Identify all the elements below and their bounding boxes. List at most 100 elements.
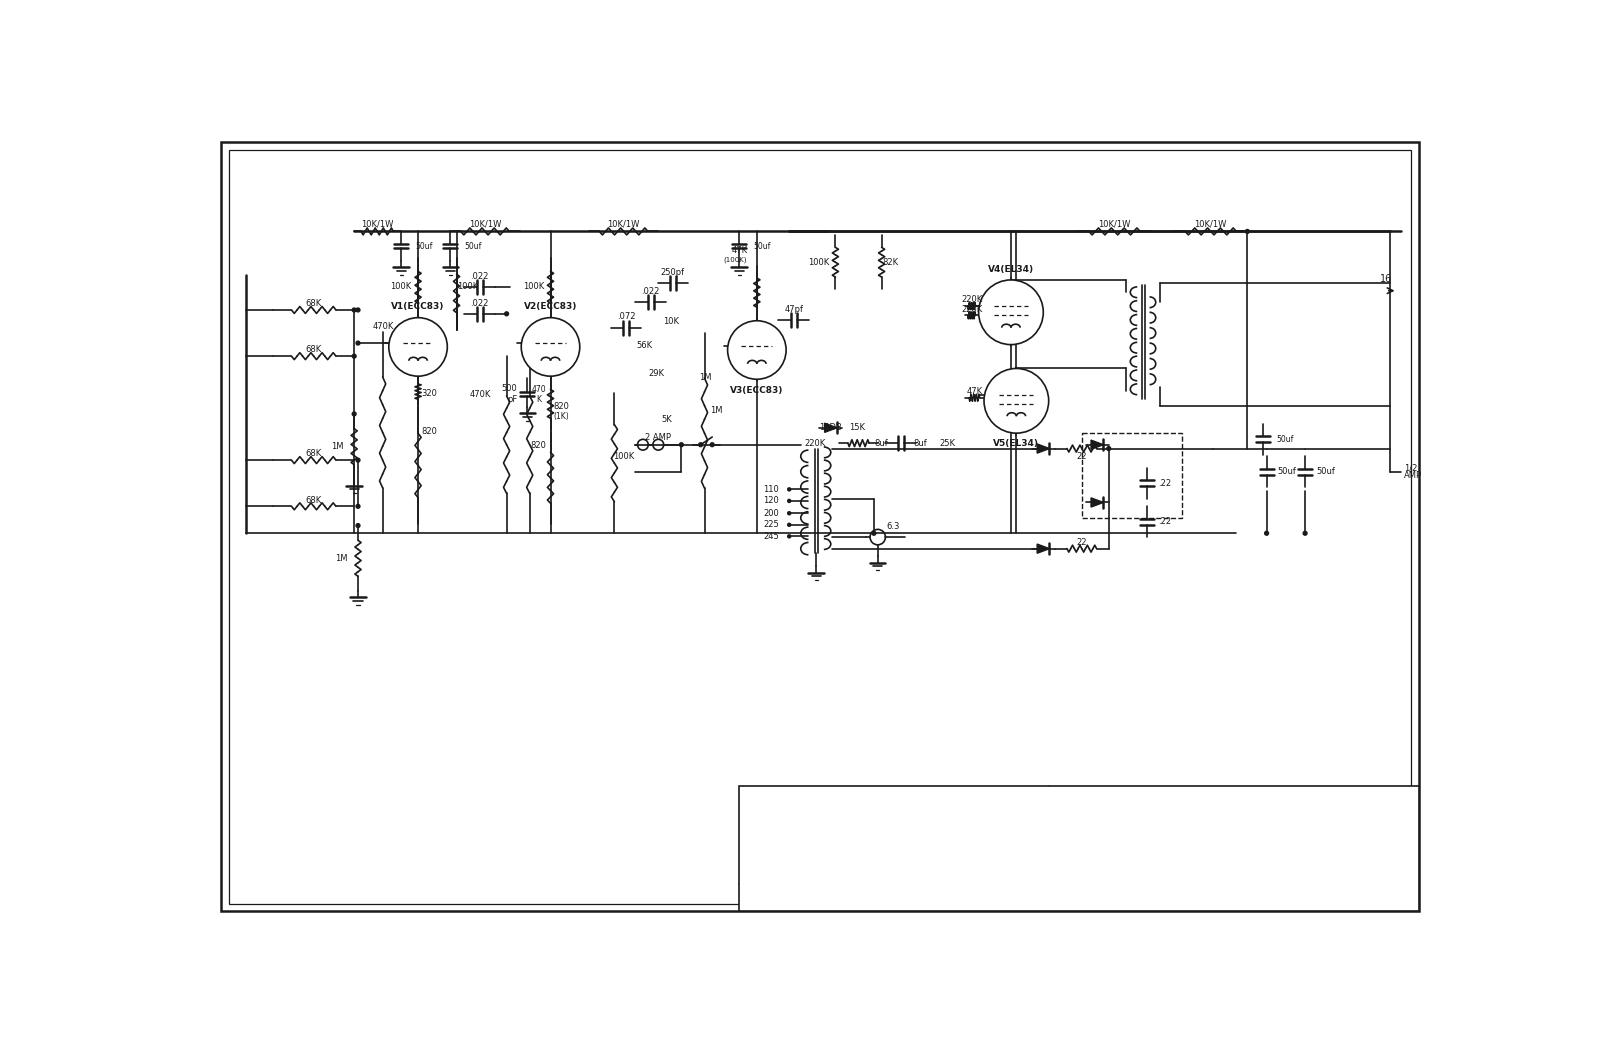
Text: 220K: 220K [962, 305, 982, 314]
Text: 47pf: 47pf [784, 305, 803, 314]
Text: 10K/1W: 10K/1W [608, 220, 640, 229]
Circle shape [1245, 229, 1250, 234]
Circle shape [504, 312, 509, 316]
Circle shape [787, 512, 790, 515]
Circle shape [979, 280, 1043, 344]
Bar [1082, 433, 1182, 518]
Text: UNICORD INCORPORATED: UNICORD INCORPORATED [1165, 843, 1304, 852]
Circle shape [357, 524, 360, 528]
Text: 10K/1W: 10K/1W [469, 220, 501, 229]
Text: 470
K: 470 K [531, 385, 546, 405]
Text: 2 AMP: 2 AMP [645, 433, 672, 441]
Circle shape [1264, 531, 1269, 535]
Circle shape [710, 443, 714, 446]
Text: 70-23-11: 70-23-11 [1178, 876, 1290, 896]
Polygon shape [1037, 444, 1050, 453]
Text: 22: 22 [1077, 452, 1086, 461]
Text: V1(ECC83): V1(ECC83) [392, 302, 445, 312]
Text: .022: .022 [470, 271, 490, 281]
Text: JULY 70: JULY 70 [947, 893, 989, 903]
Circle shape [984, 368, 1048, 433]
Circle shape [389, 318, 448, 377]
Text: 56K: 56K [637, 341, 653, 349]
Polygon shape [1037, 544, 1050, 553]
Text: V4(EL34): V4(EL34) [987, 265, 1034, 273]
Text: 47K: 47K [731, 246, 747, 256]
Text: GW: GW [1198, 796, 1269, 830]
Text: .072: .072 [616, 313, 635, 321]
Text: 5K: 5K [661, 415, 672, 423]
Text: 1/2: 1/2 [1403, 463, 1418, 472]
Text: 1M: 1M [710, 406, 722, 414]
Text: 120: 120 [763, 496, 779, 506]
Text: .22: .22 [1158, 479, 1171, 488]
Text: 200: 200 [763, 509, 779, 517]
Text: 250pf: 250pf [661, 268, 685, 276]
Text: 10K/1W: 10K/1W [362, 220, 394, 229]
Circle shape [357, 458, 360, 462]
Text: (1K): (1K) [554, 412, 570, 420]
Text: 16: 16 [1379, 274, 1392, 284]
Text: V5(EL34): V5(EL34) [994, 439, 1040, 448]
Text: 68K: 68K [306, 345, 322, 355]
Text: 10K/1W: 10K/1W [1098, 220, 1131, 229]
Polygon shape [1091, 498, 1104, 507]
Text: 10DB: 10DB [819, 423, 842, 432]
Text: 1M: 1M [334, 554, 347, 563]
Text: 100K: 100K [523, 283, 544, 291]
Text: 50uf: 50uf [464, 242, 482, 250]
Text: 15K: 15K [850, 423, 866, 432]
Circle shape [680, 443, 683, 446]
Text: 68K: 68K [306, 495, 322, 505]
Text: 75 FROST STREET WESTBURY N Y 11590: 75 FROST STREET WESTBURY N Y 11590 [1163, 862, 1304, 868]
Text: V2(ECC83): V2(ECC83) [523, 302, 578, 312]
Text: 470K: 470K [373, 321, 394, 331]
Text: 68K: 68K [306, 299, 322, 309]
Text: 100K: 100K [390, 283, 411, 291]
Text: .022: .022 [470, 298, 490, 308]
Text: 1M: 1M [331, 442, 344, 452]
Circle shape [728, 321, 786, 380]
Text: 225: 225 [763, 520, 779, 529]
Text: 50uf: 50uf [1277, 467, 1296, 477]
Text: 25K: 25K [939, 439, 955, 447]
Circle shape [787, 488, 790, 491]
Polygon shape [1091, 440, 1104, 450]
Text: 22: 22 [1077, 538, 1086, 547]
Text: 50uf: 50uf [1315, 467, 1334, 477]
Text: 110: 110 [763, 485, 779, 494]
Text: 100K: 100K [613, 452, 634, 461]
Circle shape [1107, 446, 1110, 451]
Polygon shape [824, 423, 837, 433]
Circle shape [357, 341, 360, 345]
Circle shape [357, 505, 360, 508]
Text: 50uf: 50uf [754, 242, 770, 250]
Text: 8uf: 8uf [875, 439, 888, 447]
Circle shape [352, 355, 357, 358]
Circle shape [699, 443, 702, 446]
Circle shape [1302, 531, 1307, 535]
Text: .022: .022 [642, 287, 659, 296]
Text: 100K: 100K [808, 258, 829, 267]
Text: 47K: 47K [966, 387, 982, 396]
Text: (100K): (100K) [723, 257, 747, 263]
Text: .22: .22 [1158, 517, 1171, 527]
Circle shape [522, 318, 579, 377]
Text: 10K/1W: 10K/1W [1195, 220, 1227, 229]
Text: 220K: 220K [803, 439, 826, 447]
Circle shape [787, 500, 790, 503]
Text: 100K: 100K [458, 283, 478, 291]
Circle shape [787, 535, 790, 538]
Circle shape [357, 308, 360, 312]
Text: SCALE:: SCALE: [794, 893, 834, 903]
Text: 8uf: 8uf [914, 439, 926, 447]
Text: 470K: 470K [470, 390, 491, 399]
Text: 820: 820 [554, 403, 570, 412]
Text: 245: 245 [763, 532, 779, 541]
Text: MARSHALL: MARSHALL [808, 804, 979, 832]
Text: 320: 320 [421, 389, 437, 397]
Circle shape [352, 308, 357, 312]
Text: 820: 820 [421, 428, 437, 436]
Text: 500
pF: 500 pF [502, 384, 517, 404]
Text: A GULF + WESTERN COMPANY: A GULF + WESTERN COMPANY [1181, 853, 1286, 859]
